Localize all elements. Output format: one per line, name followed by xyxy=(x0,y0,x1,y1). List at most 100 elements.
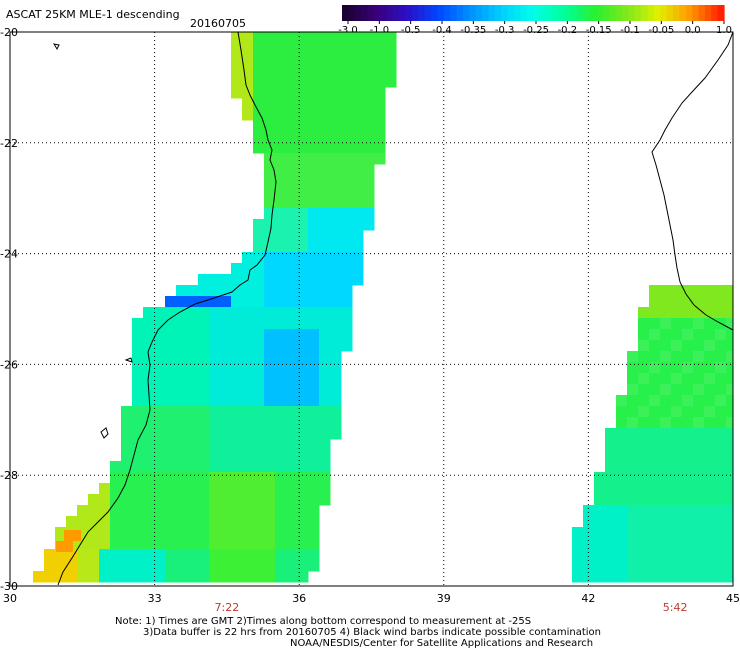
wind-cell xyxy=(660,483,672,495)
wind-cell xyxy=(693,340,705,352)
wind-cell xyxy=(330,274,342,286)
wind-cell xyxy=(143,362,155,374)
wind-cell xyxy=(165,549,177,561)
wind-cell xyxy=(275,186,287,198)
wind-cell xyxy=(275,241,287,253)
wind-cell xyxy=(44,560,56,572)
wind-cell xyxy=(198,274,210,286)
colorbar-segment xyxy=(666,5,674,21)
wind-cell xyxy=(253,439,265,451)
colorbar-segment xyxy=(564,5,572,21)
product-date: 20160705 xyxy=(190,17,246,30)
wind-cell xyxy=(297,164,309,176)
colorbar-tick-label: -0.15 xyxy=(586,25,612,36)
wind-cell xyxy=(143,450,155,462)
wind-cell xyxy=(264,417,276,429)
wind-cell xyxy=(275,175,287,187)
wind-cell xyxy=(297,549,309,561)
wind-cell xyxy=(352,164,364,176)
wind-cell xyxy=(242,76,254,88)
wind-cell xyxy=(121,538,133,550)
wind-cell xyxy=(286,373,298,385)
wind-cell xyxy=(286,109,298,121)
wind-cell xyxy=(627,538,639,550)
wind-cell xyxy=(638,318,650,330)
wind-cell xyxy=(242,538,254,550)
wind-cell xyxy=(231,285,243,297)
wind-cell xyxy=(242,450,254,462)
colorbar-tick-label: -0.05 xyxy=(648,25,674,36)
wind-cell xyxy=(297,32,309,44)
wind-cell xyxy=(583,505,595,517)
wind-cell xyxy=(286,87,298,99)
wind-cell xyxy=(297,142,309,154)
wind-cell xyxy=(374,87,386,99)
wind-cell xyxy=(330,142,342,154)
island-1 xyxy=(52,43,60,51)
wind-cell xyxy=(671,538,683,550)
wind-cell xyxy=(264,120,276,132)
wind-cell xyxy=(297,351,309,363)
wind-cell xyxy=(66,571,78,583)
wind-cell xyxy=(374,98,386,110)
wind-cell xyxy=(187,285,199,297)
wind-cell xyxy=(275,505,287,517)
wind-cell xyxy=(583,516,595,528)
wind-cell xyxy=(682,395,694,407)
wind-cell xyxy=(121,560,133,572)
wind-cell xyxy=(220,351,232,363)
wind-cell xyxy=(253,98,265,110)
wind-cell xyxy=(649,549,661,561)
colorbar-segment xyxy=(552,5,560,21)
wind-cell xyxy=(715,428,727,440)
wind-cell xyxy=(44,571,56,583)
wind-cell xyxy=(682,351,694,363)
wind-cell xyxy=(330,197,342,209)
wind-cell xyxy=(77,549,89,561)
wind-cell xyxy=(286,142,298,154)
wind-cell xyxy=(297,153,309,165)
wind-cell xyxy=(352,219,364,231)
wind-cell xyxy=(242,395,254,407)
wind-cell xyxy=(682,461,694,473)
wind-cell xyxy=(330,362,342,374)
wind-cell xyxy=(286,329,298,341)
wind-cell xyxy=(627,395,639,407)
wind-cell xyxy=(132,406,144,418)
wind-cell xyxy=(319,274,331,286)
wind-cell xyxy=(88,560,100,572)
wind-cell xyxy=(209,340,221,352)
wind-cell xyxy=(297,560,309,572)
wind-cell xyxy=(693,549,705,561)
wind-cell xyxy=(616,472,628,484)
wind-cell xyxy=(286,32,298,44)
wind-cell xyxy=(682,373,694,385)
colorbar-segment xyxy=(692,5,700,21)
wind-cell xyxy=(341,164,353,176)
colorbar-segment xyxy=(628,5,636,21)
wind-cell xyxy=(253,527,265,539)
wind-cell xyxy=(330,43,342,55)
wind-cell xyxy=(374,120,386,132)
wind-cell xyxy=(319,65,331,77)
wind-cell xyxy=(715,538,727,550)
wind-cell xyxy=(660,538,672,550)
wind-cell xyxy=(99,505,111,517)
wind-cell xyxy=(319,362,331,374)
wind-cell xyxy=(176,472,188,484)
wind-cell xyxy=(176,296,188,308)
colorbar-segment xyxy=(660,5,668,21)
wind-cell xyxy=(693,395,705,407)
wind-cell xyxy=(693,329,705,341)
colorbar-segment xyxy=(412,5,419,21)
wind-cell xyxy=(704,362,716,374)
wind-cell xyxy=(275,362,287,374)
wind-cell xyxy=(209,505,221,517)
wind-cell xyxy=(308,329,320,341)
longitude-tick-label: 36 xyxy=(292,592,306,605)
wind-cell xyxy=(264,98,276,110)
wind-cell xyxy=(209,362,221,374)
wind-swaths xyxy=(33,32,733,583)
wind-cell xyxy=(671,516,683,528)
wind-cell xyxy=(297,109,309,121)
